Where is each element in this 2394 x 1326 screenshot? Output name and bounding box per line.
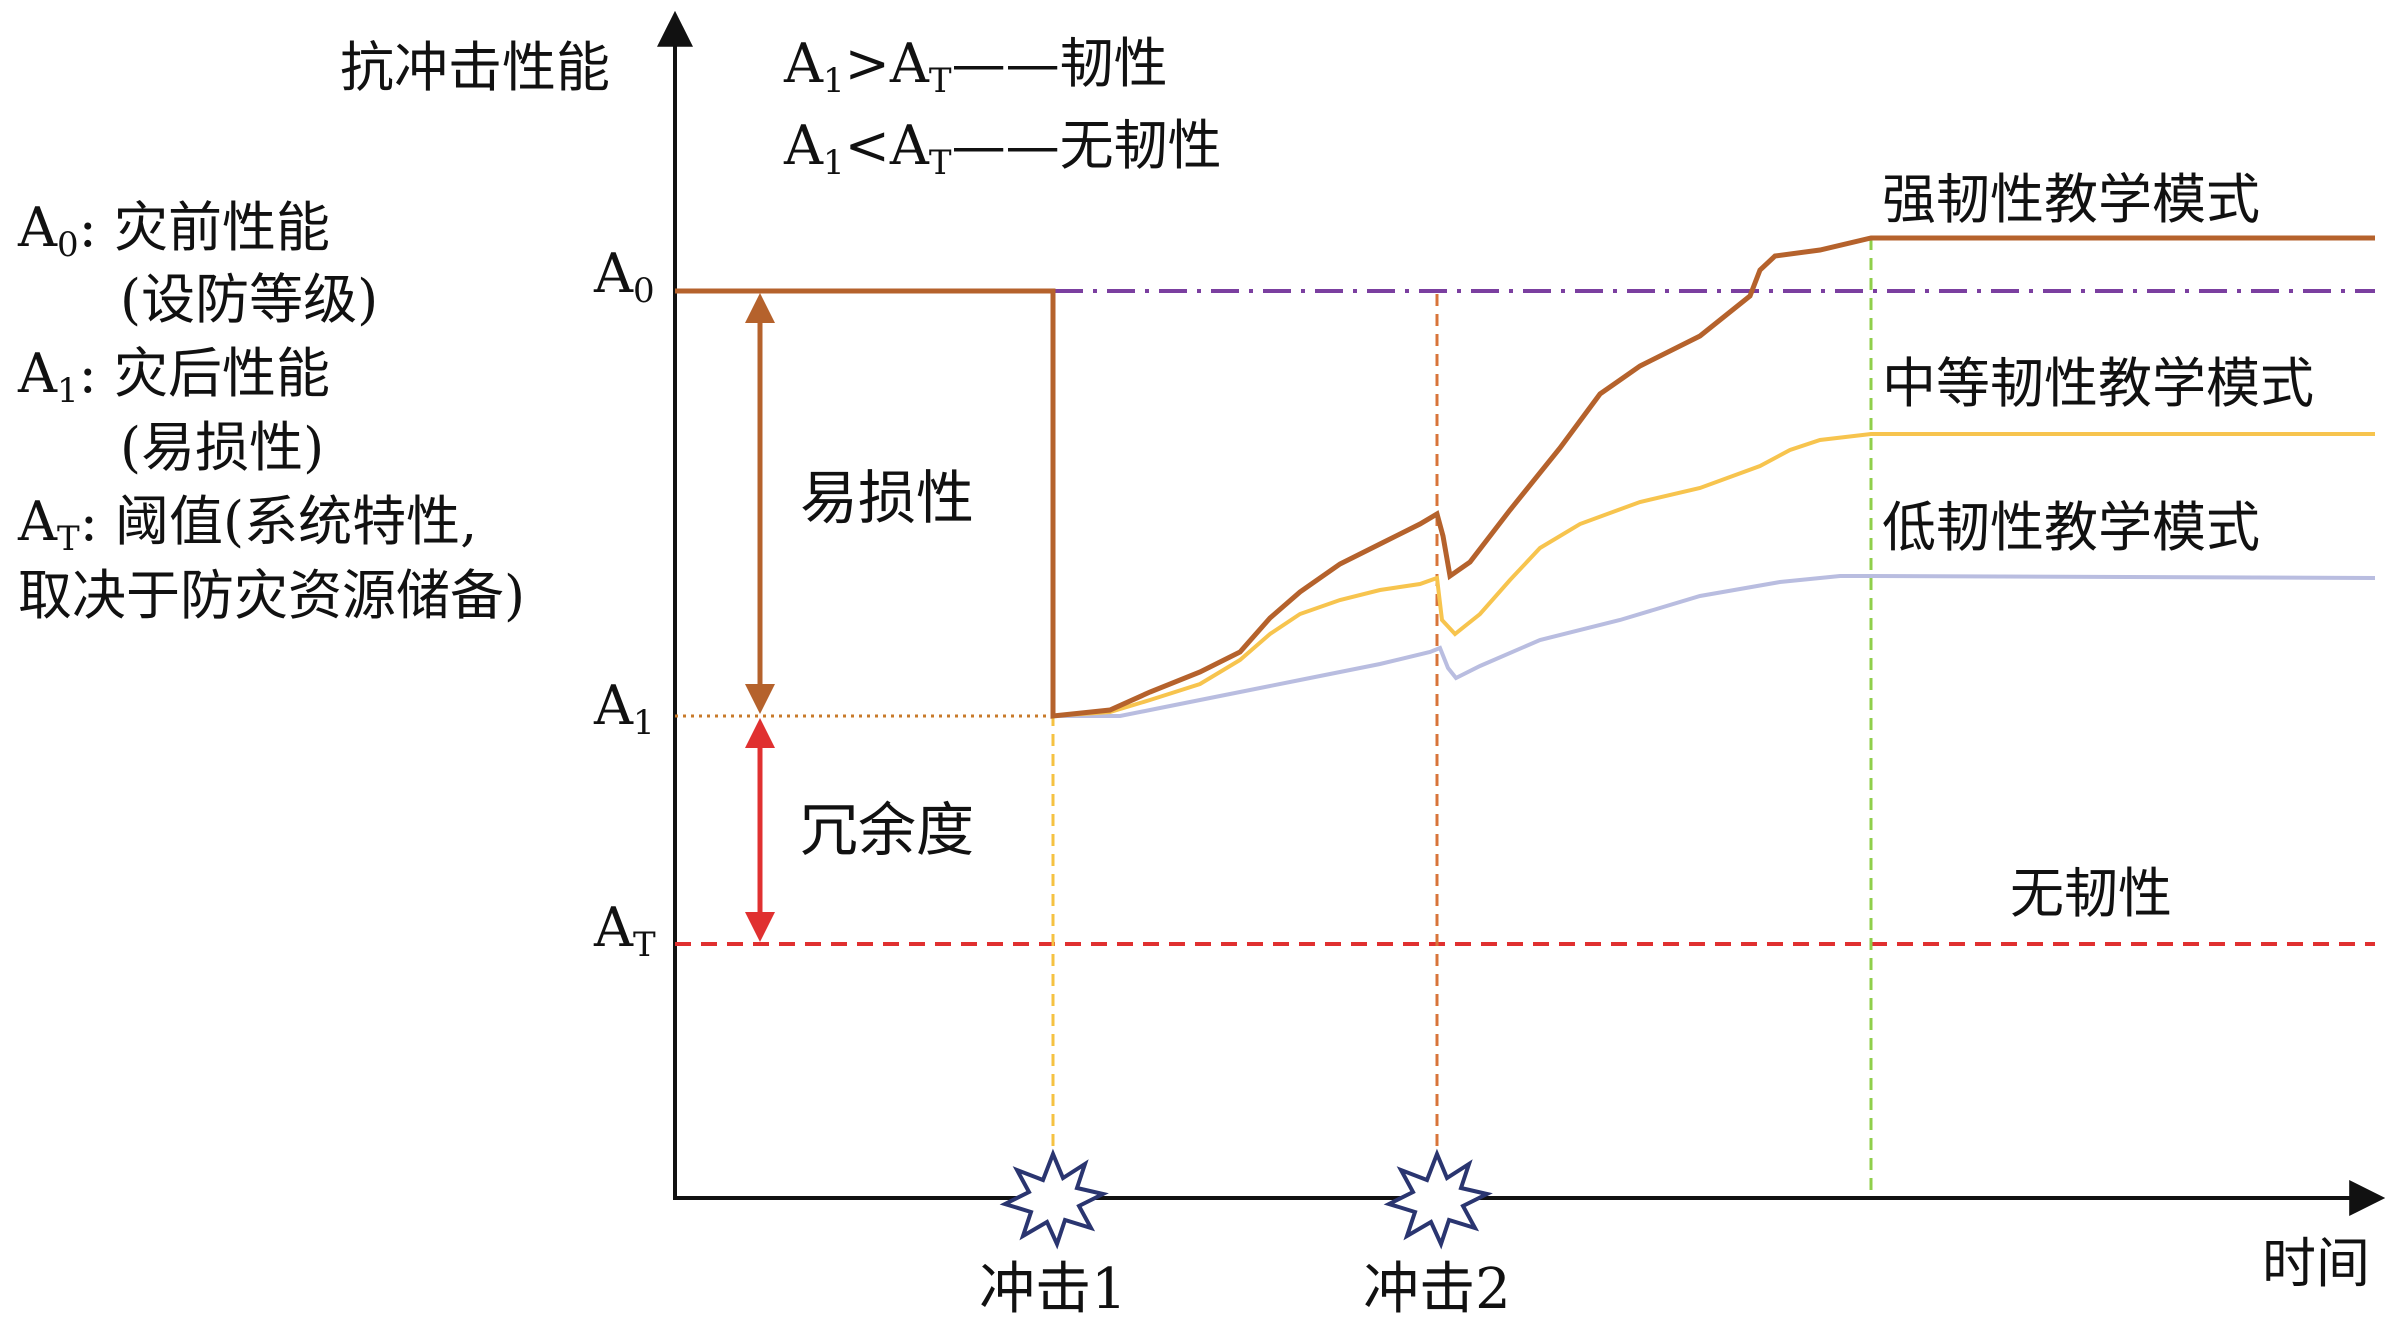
y-axis-label: 抗冲击性能	[340, 36, 610, 99]
label-strong-resilience: 强韧性教学模式	[1882, 168, 2260, 231]
label-no-resilience: 无韧性	[2010, 862, 2172, 925]
curve-low-resilience	[1053, 574, 2376, 718]
label-low-resilience: 低韧性教学模式	[1882, 496, 2260, 559]
def-at: AT: 阈值(系统特性,	[17, 490, 477, 559]
curve-medium-resilience	[1052, 432, 2375, 718]
impact-1-label: 冲击1	[979, 1257, 1127, 1322]
def-a1-note: (易损性)	[120, 416, 324, 479]
starburst-icon	[999, 1148, 1109, 1250]
vulnerability-label: 易损性	[800, 464, 974, 532]
level-label-at: AT	[593, 896, 656, 965]
level-label-a1: A1	[593, 674, 655, 743]
def-a0: A0: 灾前性能	[17, 196, 330, 265]
def-a1: A1: 灾后性能	[17, 342, 330, 411]
conditions-block: A1>AT——韧性 A1<AT——无韧性	[783, 32, 1222, 183]
condition-resilient: A1>AT——韧性	[783, 32, 1168, 101]
def-at-note: 取决于防灾资源储备)	[18, 564, 525, 627]
impact-2-label: 冲击2	[1363, 1257, 1511, 1322]
condition-not-resilient: A1<AT——无韧性	[783, 114, 1222, 183]
starburst-icon	[1383, 1148, 1493, 1250]
definitions-block: A0: 灾前性能 (设防等级) A1: 灾后性能 (易损性) AT: 阈值(系统…	[17, 196, 525, 627]
label-medium-resilience: 中等韧性教学模式	[1882, 352, 2314, 415]
def-a0-note: (设防等级)	[120, 268, 378, 331]
curve-strong-resilience	[675, 235, 2375, 719]
x-axis-label: 时间	[2262, 1232, 2370, 1295]
redundancy-label: 冗余度	[800, 796, 974, 864]
level-label-a0: A0	[593, 242, 655, 311]
